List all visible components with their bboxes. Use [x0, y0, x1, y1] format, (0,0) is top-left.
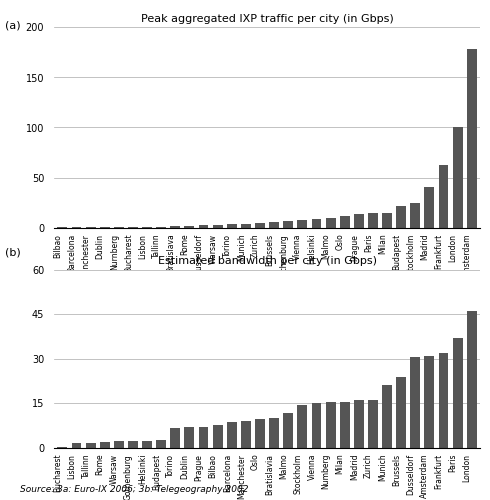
Bar — [326, 402, 336, 448]
Bar — [340, 402, 350, 448]
Bar — [114, 441, 124, 448]
Bar — [255, 222, 265, 228]
Bar — [269, 418, 279, 448]
Bar — [142, 441, 152, 448]
Bar — [184, 427, 195, 448]
Bar — [100, 442, 110, 448]
Bar — [86, 443, 96, 448]
Bar — [453, 338, 463, 448]
Text: (b): (b) — [5, 248, 21, 258]
Text: (a): (a) — [5, 21, 21, 31]
Bar — [198, 427, 208, 448]
Bar — [467, 50, 477, 228]
Bar — [213, 224, 222, 228]
Bar — [241, 421, 251, 448]
Bar — [156, 226, 166, 228]
Bar — [227, 224, 237, 228]
Bar — [269, 222, 279, 228]
Text: Source: 3a: Euro-IX 2006; 3b: Telegeography 2002: Source: 3a: Euro-IX 2006; 3b: Telegeogra… — [20, 485, 248, 494]
Bar — [156, 440, 166, 448]
Bar — [424, 356, 434, 448]
Bar — [128, 227, 138, 228]
Bar — [453, 128, 463, 228]
Bar — [382, 386, 392, 448]
Bar — [86, 227, 96, 228]
Bar — [297, 404, 307, 448]
Bar — [410, 202, 420, 228]
Bar — [255, 420, 265, 448]
Bar — [312, 403, 321, 448]
Bar — [241, 224, 251, 228]
Bar — [283, 414, 293, 448]
Title: Estimated bandwidth per city (in Gbps): Estimated bandwidth per city (in Gbps) — [158, 256, 376, 266]
Bar — [326, 218, 336, 228]
Bar — [297, 220, 307, 228]
Bar — [142, 226, 152, 228]
Bar — [100, 227, 110, 228]
Bar — [396, 206, 406, 228]
Bar — [128, 441, 138, 448]
Bar — [283, 220, 293, 228]
Bar — [424, 186, 434, 228]
Bar — [184, 226, 195, 228]
Bar — [312, 218, 321, 228]
Bar — [439, 164, 448, 228]
Bar — [382, 212, 392, 228]
Bar — [114, 227, 124, 228]
Bar — [439, 353, 448, 448]
Bar — [198, 225, 208, 228]
Title: Peak aggregated IXP traffic per city (in Gbps): Peak aggregated IXP traffic per city (in… — [141, 14, 393, 24]
Bar — [354, 400, 364, 448]
Bar — [57, 447, 67, 448]
Bar — [72, 443, 81, 448]
Bar — [171, 428, 180, 448]
Bar — [368, 400, 378, 448]
Bar — [396, 376, 406, 448]
Bar — [227, 422, 237, 448]
Bar — [467, 312, 477, 448]
Bar — [410, 358, 420, 448]
Bar — [354, 214, 364, 228]
Bar — [368, 213, 378, 228]
Bar — [171, 226, 180, 228]
Bar — [213, 426, 222, 448]
Bar — [340, 216, 350, 228]
